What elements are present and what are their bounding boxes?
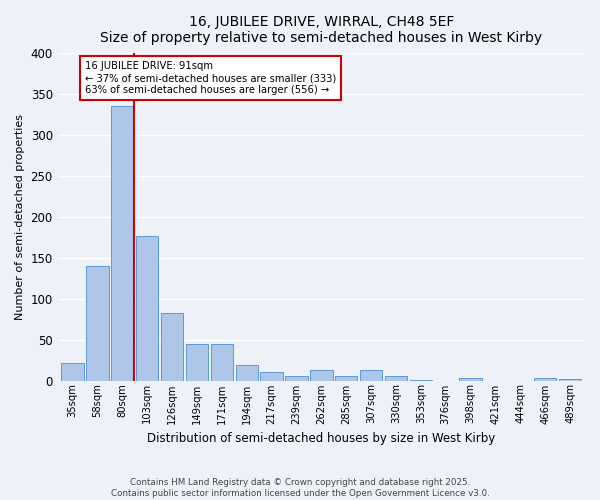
X-axis label: Distribution of semi-detached houses by size in West Kirby: Distribution of semi-detached houses by …	[147, 432, 496, 445]
Bar	[161, 314, 183, 380]
Bar	[534, 378, 556, 380]
Bar	[385, 376, 407, 380]
Bar	[310, 370, 332, 380]
Text: Contains HM Land Registry data © Crown copyright and database right 2025.
Contai: Contains HM Land Registry data © Crown c…	[110, 478, 490, 498]
Bar	[335, 376, 358, 380]
Title: 16, JUBILEE DRIVE, WIRRAL, CH48 5EF
Size of property relative to semi-detached h: 16, JUBILEE DRIVE, WIRRAL, CH48 5EF Size…	[100, 15, 542, 45]
Bar	[211, 344, 233, 380]
Bar	[86, 266, 109, 380]
Bar	[136, 236, 158, 380]
Bar	[260, 372, 283, 380]
Bar	[236, 365, 258, 380]
Bar	[360, 370, 382, 380]
Text: 16 JUBILEE DRIVE: 91sqm
← 37% of semi-detached houses are smaller (333)
63% of s: 16 JUBILEE DRIVE: 91sqm ← 37% of semi-de…	[85, 62, 336, 94]
Bar	[460, 378, 482, 380]
Bar	[61, 362, 84, 380]
Bar	[186, 344, 208, 380]
Y-axis label: Number of semi-detached properties: Number of semi-detached properties	[15, 114, 25, 320]
Bar	[285, 376, 308, 380]
Bar	[111, 106, 134, 380]
Bar	[559, 379, 581, 380]
